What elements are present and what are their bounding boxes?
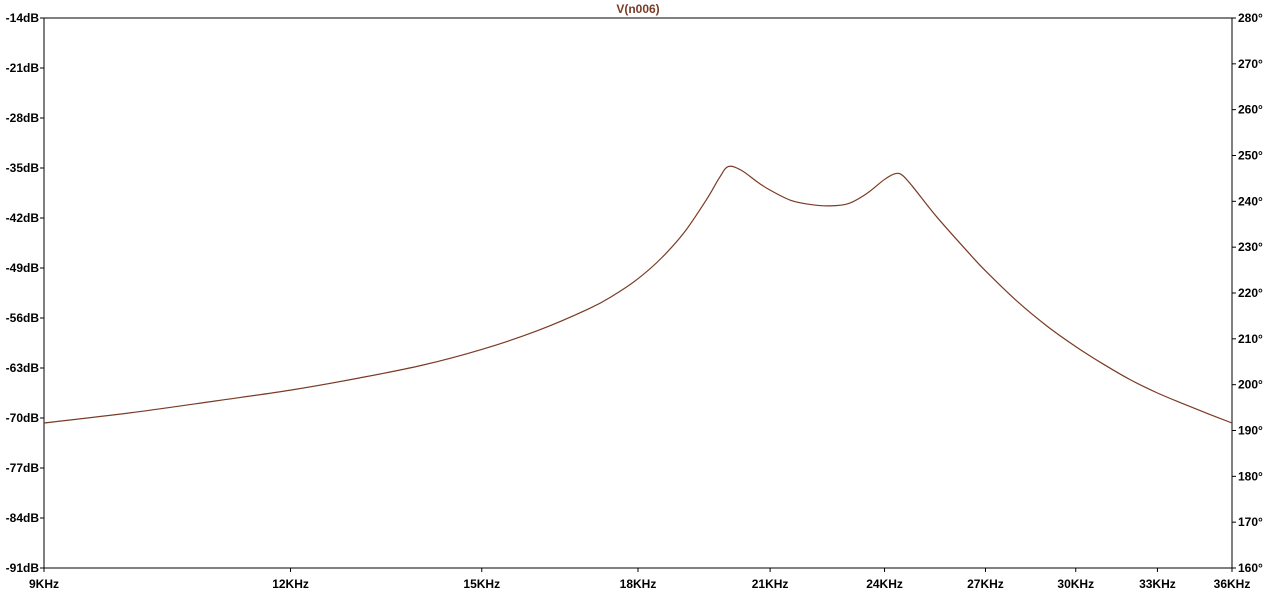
right-tick-label: 260° <box>1238 103 1263 117</box>
right-tick-label: 160° <box>1238 561 1263 575</box>
right-tick-label: 280° <box>1238 11 1263 25</box>
left-tick-label: -35dB <box>6 161 40 175</box>
left-tick-label: -21dB <box>6 61 40 75</box>
left-tick-label: -84dB <box>6 511 40 525</box>
left-tick-label: -42dB <box>6 211 40 225</box>
x-tick-label: 24KHz <box>866 577 903 591</box>
plot-frame <box>43 17 1233 569</box>
right-tick-label: 220° <box>1238 286 1263 300</box>
x-tick-label: 9KHz <box>29 577 59 591</box>
left-tick-label: -70dB <box>6 411 40 425</box>
left-tick-label: -14dB <box>6 11 40 25</box>
left-tick-label: -63dB <box>6 361 40 375</box>
left-axis-magnitude: -14dB -21dB -28dB -35dB -42dB -49dB -56dB -63dB… <box>6 11 44 575</box>
x-tick-label: 21KHz <box>752 577 789 591</box>
right-tick-label: 200° <box>1238 378 1263 392</box>
series-line-0 <box>43 165 1233 424</box>
x-tick-label: 36KHz <box>1214 577 1251 591</box>
x-tick-label: 33KHz <box>1139 577 1176 591</box>
right-axis-phase: 280° 270° 260° 250° 240° 230° 220° 210° 200° 190°… <box>1232 11 1263 575</box>
left-tick-label: -91dB <box>6 561 40 575</box>
left-tick-label: -56dB <box>6 311 40 325</box>
right-tick-label: 180° <box>1238 469 1263 483</box>
right-tick-label: 210° <box>1238 332 1263 346</box>
x-tick-label: 12KHz <box>272 577 309 591</box>
series-layer <box>43 165 1233 424</box>
x-axis-frequency: 9KHz 12KHz 15KHz 18KHz 21KHz 24KHz 27KHz 30KHz 3… <box>29 568 1250 591</box>
right-tick-label: 230° <box>1238 240 1263 254</box>
left-tick-label: -49dB <box>6 261 40 275</box>
right-tick-label: 240° <box>1238 194 1263 208</box>
x-tick-label: 15KHz <box>463 577 500 591</box>
chart-title: V(n006) <box>616 2 659 16</box>
x-tick-label: 27KHz <box>967 577 1004 591</box>
x-tick-label: 30KHz <box>1057 577 1094 591</box>
right-tick-label: 190° <box>1238 424 1263 438</box>
right-tick-label: 270° <box>1238 57 1263 71</box>
x-tick-label: 18KHz <box>620 577 657 591</box>
right-tick-label: 170° <box>1238 515 1263 529</box>
left-tick-label: -77dB <box>6 461 40 475</box>
left-tick-label: -28dB <box>6 111 40 125</box>
right-tick-label: 250° <box>1238 149 1263 163</box>
